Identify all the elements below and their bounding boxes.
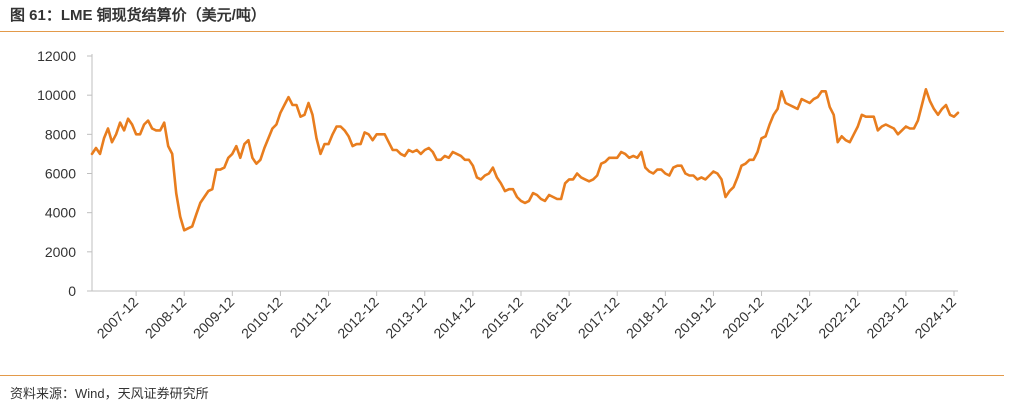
bottom-divider bbox=[0, 375, 1004, 376]
series-line bbox=[90, 87, 960, 232]
y-tick-label: 4000 bbox=[45, 205, 76, 221]
chart-title: 图 61：LME 铜现货结算价（美元/吨） bbox=[10, 7, 266, 24]
y-axis: 0 2000 4000 6000 8000 10000 12000 bbox=[37, 48, 93, 299]
y-tick-label: 8000 bbox=[45, 126, 76, 142]
y-tick-label: 6000 bbox=[45, 166, 76, 182]
x-tick-label: 2009-12 bbox=[190, 294, 238, 342]
x-tick-label: 2018-12 bbox=[623, 294, 671, 342]
x-tick-label: 2019-12 bbox=[671, 294, 719, 342]
y-tick-label: 10000 bbox=[37, 87, 76, 103]
y-tick-label: 12000 bbox=[37, 48, 76, 64]
series-layer bbox=[90, 87, 960, 232]
source-note: 资料来源：Wind，天风证券研究所 bbox=[10, 386, 209, 401]
top-divider bbox=[0, 31, 1004, 32]
x-tick-label: 2011-12 bbox=[287, 294, 334, 341]
x-tick-label: 2012-12 bbox=[334, 294, 382, 342]
price-line-chart: 0 2000 4000 6000 8000 10000 12000 2007-12 2008-… bbox=[37, 48, 960, 342]
y-tick-label: 0 bbox=[68, 283, 76, 299]
x-tick-label: 2023-12 bbox=[863, 294, 911, 342]
x-tick-label: 2022-12 bbox=[815, 294, 863, 342]
x-tick-label: 2024-12 bbox=[911, 294, 959, 342]
x-tick-label: 2017-12 bbox=[575, 294, 623, 342]
x-tick-label: 2010-12 bbox=[238, 294, 286, 342]
x-axis: 2007-12 2008-12 2009-12 2010-12 2011-12 2012-… bbox=[92, 290, 959, 342]
x-tick-label: 2007-12 bbox=[94, 294, 142, 342]
x-tick-label: 2021-12 bbox=[767, 294, 815, 342]
x-tick-label: 2016-12 bbox=[527, 294, 575, 342]
x-tick-label: 2020-12 bbox=[719, 294, 767, 342]
x-tick-label: 2014-12 bbox=[430, 294, 478, 342]
x-tick-label: 2008-12 bbox=[142, 294, 190, 342]
y-tick-label: 2000 bbox=[45, 244, 76, 260]
x-tick-label: 2015-12 bbox=[478, 294, 526, 342]
x-tick-label: 2013-12 bbox=[382, 294, 430, 342]
